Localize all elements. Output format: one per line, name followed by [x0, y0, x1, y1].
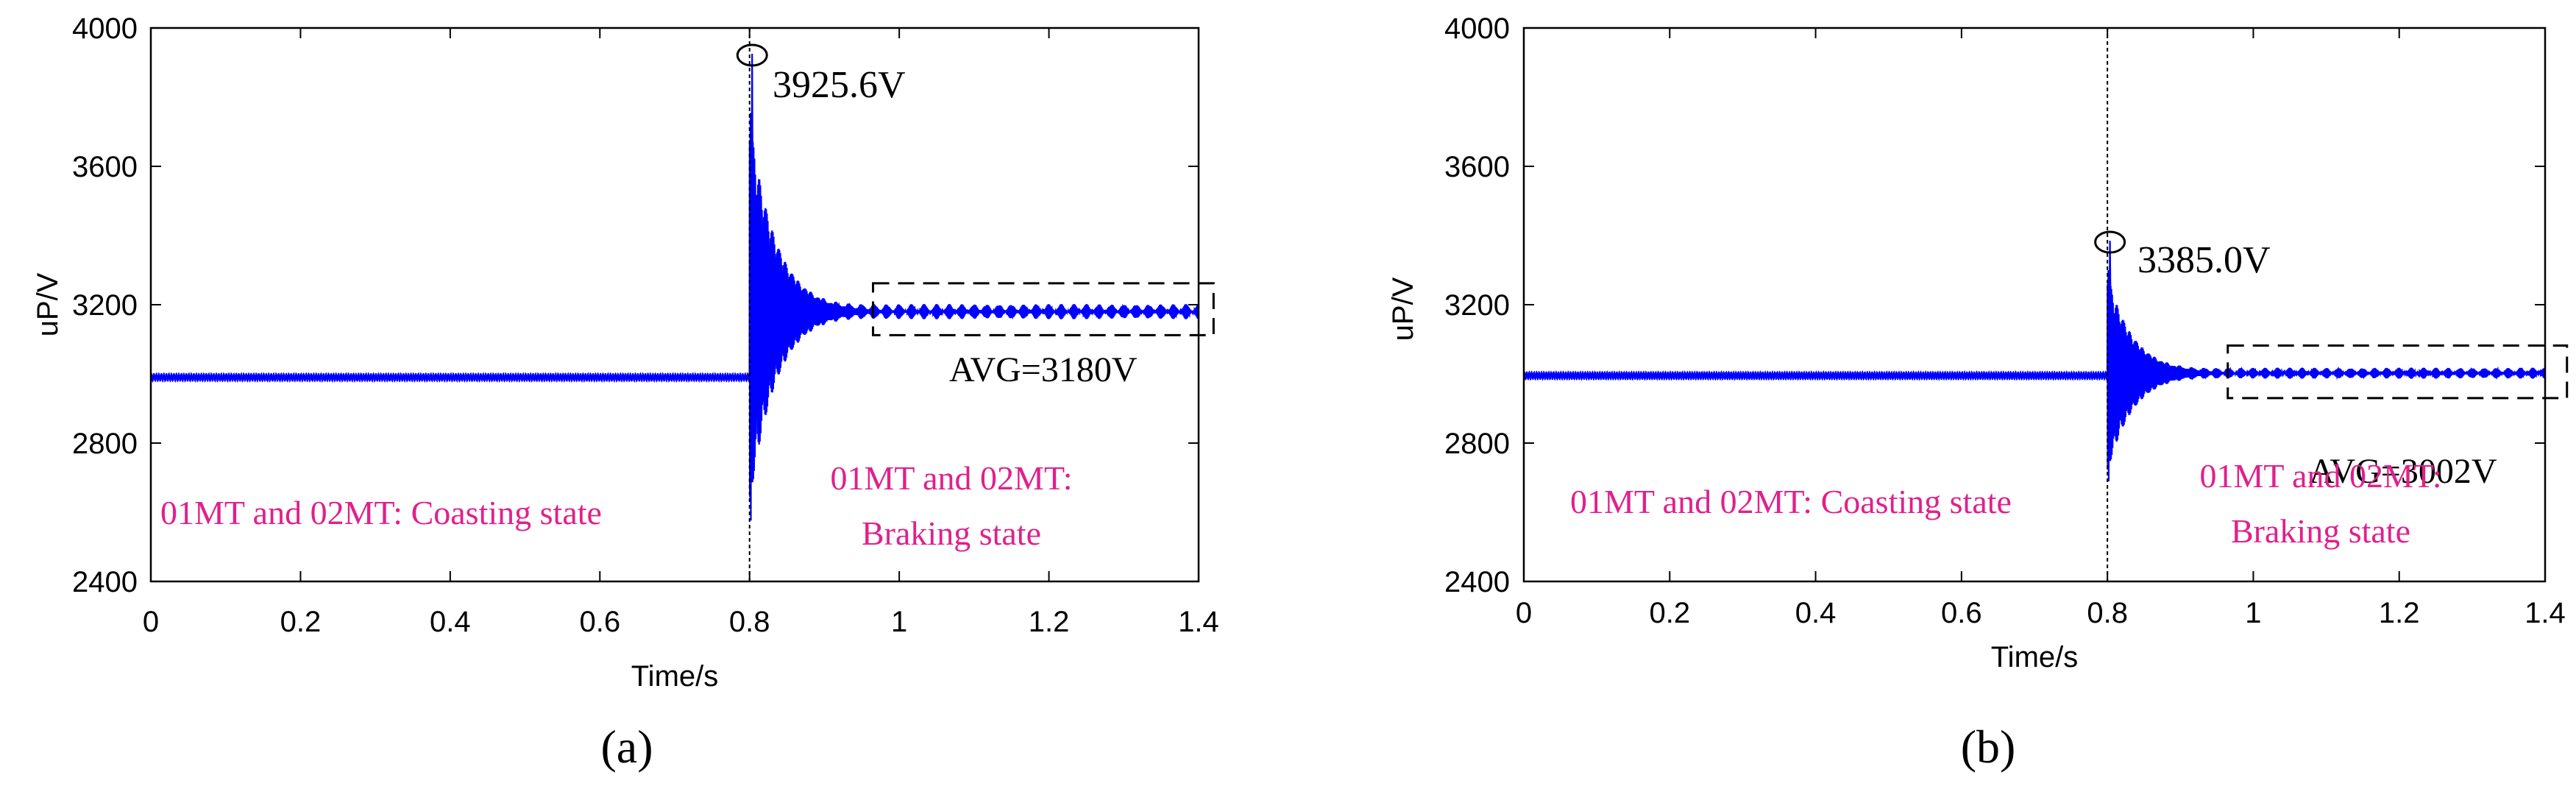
xtick-label: 0.6	[579, 606, 620, 638]
peak-ellipse-b	[2094, 230, 2126, 254]
plot-area-b	[1524, 28, 2545, 581]
y-axis-label-a: uP/V	[32, 272, 64, 336]
ytick-label: 4000	[1444, 13, 1510, 45]
xtick-labels-a: 0 0.2 0.4 0.6 0.8 1 1.2 1.4	[143, 606, 1219, 638]
panel-a: 0 0.2 0.4 0.6 0.8 1 1.2 1.4 2400 2800 3200 3600 400…	[32, 13, 1219, 773]
signal-trace-a	[149, 53, 1200, 521]
ytick-label: 3200	[72, 289, 138, 322]
braking-label-line1-b: 01MT and 02MT:	[2199, 457, 2441, 495]
ytick-label: 3600	[72, 151, 138, 183]
xtick-label: 1.2	[1029, 606, 1070, 638]
ytick-label: 4000	[72, 13, 138, 45]
ytick-label: 3600	[1444, 151, 1510, 183]
braking-label-line1-a: 01MT and 02MT:	[830, 459, 1072, 497]
peak-label-b: 3385.0V	[2137, 239, 2271, 281]
xtick-label: 1.4	[2524, 597, 2566, 629]
coasting-label-a: 01MT and 02MT: Coasting state	[160, 494, 602, 531]
peak-ellipse-a	[736, 43, 768, 67]
xtick-label: 0	[143, 606, 159, 638]
signal-trace-b	[1522, 241, 2547, 481]
ytick-label: 2800	[1444, 428, 1510, 460]
ytick-labels-b: 2400 2800 3200 3600 4000	[1444, 13, 1510, 598]
panel-label-a: (a)	[600, 721, 653, 773]
avg-box-a	[872, 282, 1215, 336]
xtick-label: 1	[2245, 597, 2261, 629]
avg-box-b	[2226, 344, 2569, 400]
ytick-label: 3200	[1444, 289, 1510, 322]
xtick-label: 1.4	[1178, 606, 1219, 638]
panel-b: 0 0.2 0.4 0.6 0.8 1 1.2 1.4 2400 2800 3200 3600 400…	[1387, 13, 2569, 773]
braking-label-line2-a: Braking state	[862, 514, 1041, 552]
xtick-label: 1.2	[2379, 597, 2420, 629]
ytick-label: 2400	[1444, 566, 1510, 598]
braking-label-line2-b: Braking state	[2231, 512, 2410, 550]
axes-frame-a	[149, 26, 1200, 583]
x-axis-label-a: Time/s	[631, 660, 719, 693]
y-axis-label-b: uP/V	[1387, 277, 1419, 341]
xtick-label: 0.2	[1649, 597, 1690, 629]
xtick-label: 0.8	[729, 606, 770, 638]
xtick-label: 0.4	[430, 606, 471, 638]
xtick-label: 0.6	[1941, 597, 1982, 629]
peak-label-a: 3925.6V	[773, 64, 906, 106]
avg-label-b: AVG=3002V	[2309, 452, 2497, 491]
avg-label-a: AVG=3180V	[949, 350, 1138, 389]
xtick-label: 1	[891, 606, 907, 638]
xtick-label: 0.8	[2087, 597, 2128, 629]
panel-label-b: (b)	[1961, 721, 2016, 773]
x-axis-label-b: Time/s	[1991, 641, 2079, 673]
axes-frame-b	[1522, 26, 2547, 583]
xtick-label: 0.4	[1795, 597, 1837, 629]
ytick-labels-a: 2400 2800 3200 3600 4000	[72, 13, 138, 598]
xtick-label: 0.2	[280, 606, 322, 638]
xtick-label: 0	[1516, 597, 1532, 629]
xtick-labels-b: 0 0.2 0.4 0.6 0.8 1 1.2 1.4	[1516, 597, 2566, 629]
ytick-label: 2400	[72, 566, 138, 598]
ytick-label: 2800	[72, 428, 138, 460]
coasting-label-b: 01MT and 02MT: Coasting state	[1570, 483, 2012, 520]
